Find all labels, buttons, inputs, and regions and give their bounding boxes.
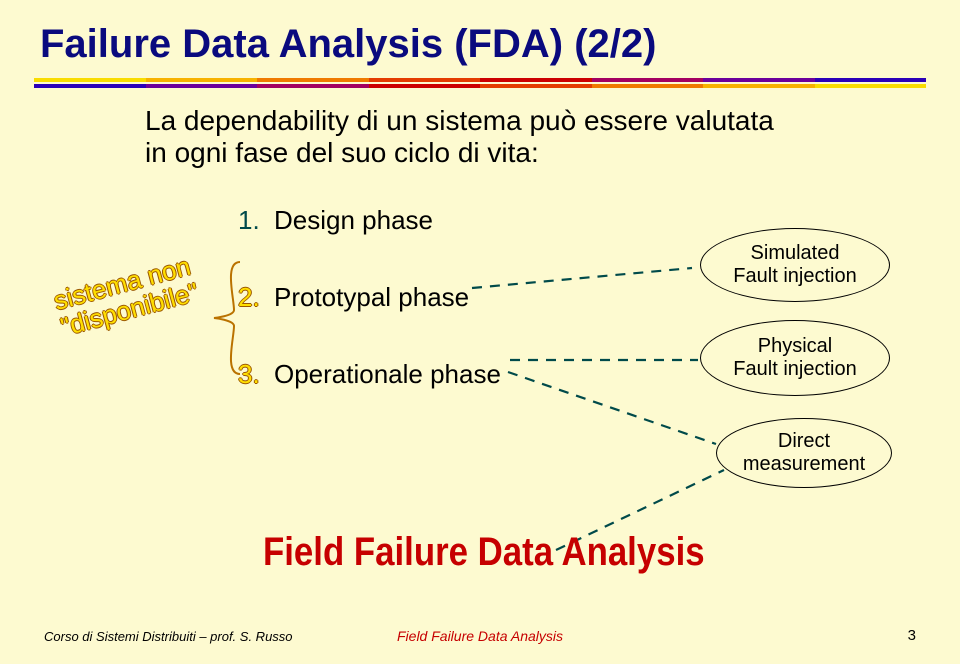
ellipse-physical-fi: Physical Fault injection (700, 320, 890, 396)
phase-list: 1. Design phase 2. Prototypal phase 3. O… (238, 205, 501, 436)
footer-left: Corso di Sistemi Distribuiti – prof. S. … (44, 629, 293, 644)
ellipse-direct-meas: Direct measurement (716, 418, 892, 488)
phase-1-num: 1. (238, 205, 274, 236)
ellipse-2-l2: measurement (743, 453, 865, 476)
subtitle-line1: La dependability di un sistema può esser… (145, 105, 774, 137)
brace-icon (210, 258, 246, 378)
title-underline (34, 78, 926, 88)
underline-top (34, 78, 926, 82)
phase-3-label: Operationale phase (274, 359, 501, 390)
underline-bottom (34, 84, 926, 88)
rotated-availability-label: sistema non "disponibile" (51, 252, 202, 341)
ellipse-1-l1: Physical (758, 335, 832, 358)
ellipse-0-l2: Fault injection (733, 265, 856, 288)
ellipse-0-l1: Simulated (751, 242, 840, 265)
phase-1: 1. Design phase (238, 205, 501, 236)
ellipse-1-l2: Fault injection (733, 358, 856, 381)
footer-center: Field Failure Data Analysis (397, 628, 563, 644)
subtitle-line2: in ogni fase del suo ciclo di vita: (145, 137, 774, 169)
phase-1-label: Design phase (274, 205, 433, 236)
footer-page-number: 3 (908, 627, 916, 644)
phase-2-label: Prototypal phase (274, 282, 469, 313)
phase-2: 2. Prototypal phase (238, 282, 501, 313)
subtitle: La dependability di un sistema può esser… (145, 105, 774, 169)
slide-root: Failure Data Analysis (FDA) (2/2) La dep… (0, 0, 960, 664)
ellipse-2-l1: Direct (778, 430, 830, 453)
phase-3: 3. Operationale phase (238, 359, 501, 390)
ellipse-simulated-fi: Simulated Fault injection (700, 228, 890, 302)
slide-title: Failure Data Analysis (FDA) (2/2) (40, 22, 656, 67)
ffda-heading: Field Failure Data Analysis (263, 530, 705, 575)
